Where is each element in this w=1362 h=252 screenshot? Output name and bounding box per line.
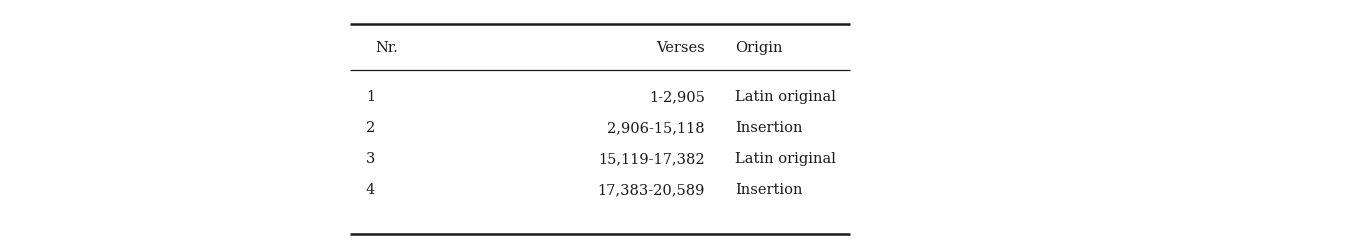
Text: Nr.: Nr. <box>375 41 398 55</box>
Text: 2: 2 <box>366 120 375 135</box>
Text: 15,119-17,382: 15,119-17,382 <box>598 151 706 165</box>
Text: 3: 3 <box>365 151 375 165</box>
Text: 17,383-20,589: 17,383-20,589 <box>598 182 706 196</box>
Text: 2,906-15,118: 2,906-15,118 <box>607 120 706 135</box>
Text: 1-2,905: 1-2,905 <box>650 90 706 104</box>
Text: Latin original: Latin original <box>735 151 836 165</box>
Text: Insertion: Insertion <box>735 120 802 135</box>
Text: Origin: Origin <box>735 41 783 55</box>
Text: 4: 4 <box>366 182 375 196</box>
Text: Latin original: Latin original <box>735 90 836 104</box>
Text: Insertion: Insertion <box>735 182 802 196</box>
Text: Verses: Verses <box>656 41 706 55</box>
Text: 1: 1 <box>366 90 375 104</box>
